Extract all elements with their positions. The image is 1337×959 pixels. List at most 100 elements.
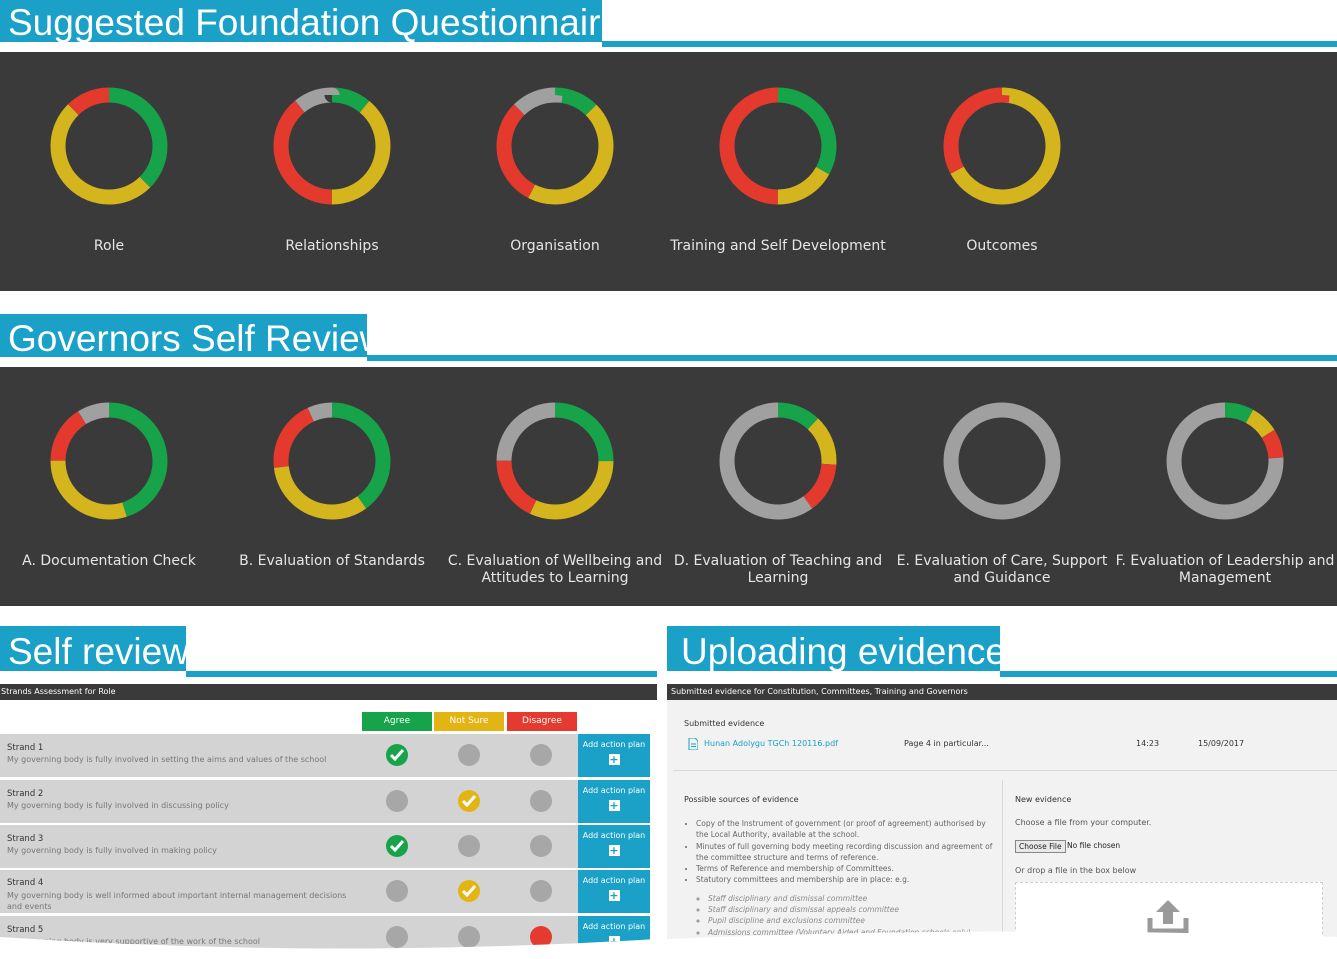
donut-segment-grey [1166,402,1284,520]
submitted-label: Submitted evidence [684,719,765,728]
section-rule [186,671,657,677]
strand-title: Strand 2 [7,789,44,799]
page-curl-decoration [0,931,1337,959]
upload-body: Submitted evidence Hunan Adolygu TGCh 12… [667,700,1337,954]
section-title-foundation: Suggested Foundation Questionnaire [0,0,621,43]
answer-notsure-radio[interactable] [458,926,480,948]
donut-chart[interactable] [273,402,391,520]
foundation-donut-chart: Role Relationships Organisation Training an… [50,87,1061,254]
answer-notsure-radio[interactable] [458,880,480,902]
donut-chart[interactable] [943,402,1061,520]
answer-disagree-radio[interactable] [530,880,552,902]
answer-agree-radio[interactable] [386,926,408,948]
add-action-plan-button[interactable]: Add action plan + [578,825,650,868]
add-action-plan-label: Add action plan [582,740,646,749]
donut-chart[interactable] [719,87,837,205]
answer-disagree-radio[interactable] [530,744,552,766]
list-item: Minutes of full governing body meeting r… [696,841,994,864]
donut-label: Training and Self Development [669,238,886,254]
donut-segment-grey [273,87,391,205]
donut-chart[interactable] [273,87,391,205]
section-rule [602,41,1337,47]
donut-label: B. Evaluation of Standards [239,553,425,569]
drop-file-text: Or drop a file in the box below [1015,866,1137,875]
add-action-plan-button[interactable]: Add action plan + [578,870,650,913]
donut-label: Organisation [510,238,599,254]
answer-agree-radio[interactable] [386,880,408,902]
column-divider [1002,780,1003,954]
donut-segment-red [273,402,391,520]
self-review-bar: Strands Assessment for Role [0,684,657,700]
list-item: Admissions committee (Voluntary Aided an… [708,927,994,938]
answer-notsure-radio[interactable] [458,835,480,857]
table-row: Strand 3 My governing body is fully invol… [0,825,650,868]
donut-chart[interactable] [50,87,168,205]
donut-chart[interactable] [943,87,1061,205]
donut-label: D. Evaluation of Teaching and [674,553,882,569]
plus-icon: + [608,753,620,766]
donut-label: C. Evaluation of Wellbeing and [448,553,662,569]
list-item: Staff disciplinary and dismissal appeals… [708,904,994,915]
donut-segment-grey [943,402,1061,520]
donut-segment-red [496,87,614,205]
strand-description: My governing body is fully involved in d… [7,801,229,810]
strand-description: My governing body is very supportive of … [7,937,260,946]
donut-chart[interactable] [719,402,837,520]
section-title-uploading: Uploading evidence [667,626,1006,672]
add-action-plan-button[interactable]: Add action plan + [578,780,650,823]
donut-segment-red [273,87,391,205]
list-item: Statutory committees and membership are … [696,874,994,937]
donut-segment-red [496,402,614,520]
answer-disagree-radio[interactable] [530,790,552,812]
add-action-plan-label: Add action plan [582,831,646,840]
strand-description: My governing body is fully involved in m… [7,846,217,855]
strand-title: Strand 4 [7,878,44,888]
choose-file-button[interactable]: Choose File [1015,840,1066,853]
donut-segment-yellow [719,87,837,205]
upload-panel: Submitted evidence for Constitution, Com… [667,684,1337,954]
check-icon [462,885,476,897]
donut-segment-grey [496,87,614,205]
answer-disagree-radio[interactable] [530,926,552,948]
check-icon [390,840,404,852]
section-title-self-review: Self review [0,626,189,672]
evidence-file-time: 14:23 [1136,739,1160,748]
answer-disagree-radio[interactable] [530,835,552,857]
add-action-plan-button[interactable]: Add action plan + [578,734,650,777]
section-rule [1000,671,1337,677]
donut-segment-grey [719,402,837,520]
strand-description: My governing body is well informed about… [7,891,347,911]
answer-notsure-radio[interactable] [458,744,480,766]
donut-label: Relationships [285,238,378,254]
list-item: Copy of the Instrument of government (or… [696,818,994,841]
donut-label: Management [1179,570,1272,586]
plus-icon: + [608,889,620,902]
donut-chart[interactable] [496,402,614,520]
donut-chart[interactable] [496,87,614,205]
donut-segment-yellow [719,402,837,520]
answer-agree-radio[interactable] [386,835,408,857]
donut-segment-yellow [50,87,168,205]
evidence-file-date: 15/09/2017 [1198,739,1245,748]
check-icon [390,749,404,761]
column-not-sure: Not Sure [434,712,504,731]
donut-chart[interactable] [1166,402,1284,520]
donut-label: Attitudes to Learning [481,570,628,586]
add-action-plan-label: Add action plan [582,876,646,885]
donut-segment-grey [496,402,614,520]
add-action-plan-label: Add action plan [582,922,646,931]
strand-title: Strand 1 [7,743,44,753]
choose-file-text: Choose a file from your computer. [1015,818,1152,827]
answer-notsure-radio[interactable] [458,790,480,812]
strand-description: My governing body is fully involved in s… [7,755,327,764]
evidence-file-link[interactable]: Hunan Adolygu TGCh 120116.pdf [704,739,838,748]
donut-segment-grey [273,402,391,520]
no-file-chosen-text: No file chosen [1067,841,1121,850]
plus-icon: + [608,844,620,857]
upload-icon [1147,900,1189,934]
answer-agree-radio[interactable] [386,744,408,766]
foundation-panel: Role Relationships Organisation Training an… [0,52,1337,291]
strand-title: Strand 5 [7,925,44,935]
donut-chart[interactable] [50,402,168,520]
answer-agree-radio[interactable] [386,790,408,812]
